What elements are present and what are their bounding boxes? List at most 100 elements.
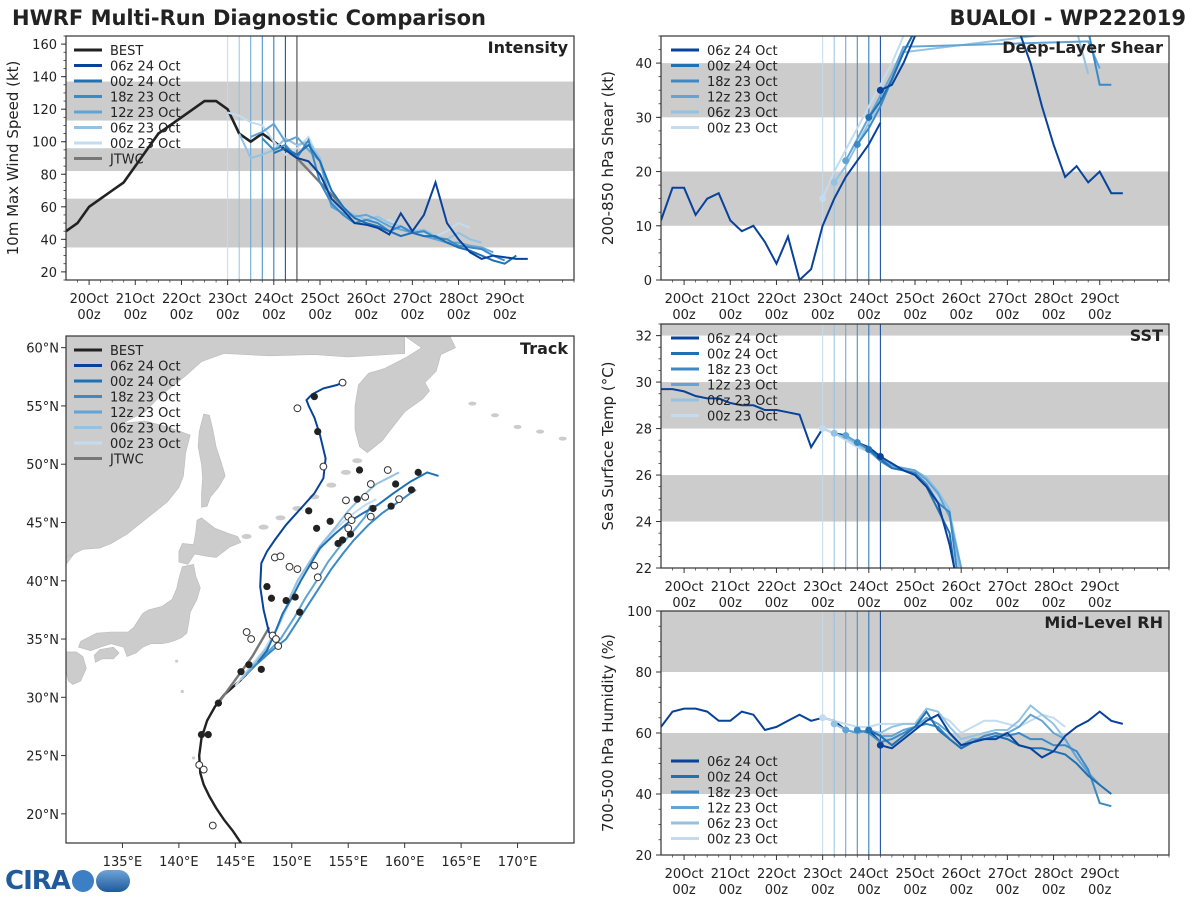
kuril-island — [352, 458, 363, 464]
kuril-island — [258, 524, 269, 530]
intensity-ytick-label: 160 — [32, 38, 57, 53]
rh-series-line — [857, 722, 1112, 808]
sst-init-dot — [865, 445, 873, 453]
track-marker-00z — [267, 594, 276, 602]
track-xtick-label: 165°E — [441, 855, 481, 870]
intensity-xtick-label-hour: 00z — [124, 308, 148, 323]
sst-ytick-label: 24 — [635, 516, 652, 531]
track-marker-12z — [293, 404, 302, 413]
rh-series-line — [833, 704, 1078, 758]
rh-xtick-label-hour: 00z — [996, 883, 1020, 898]
intensity-ytick-label: 140 — [32, 71, 57, 86]
intensity-xtick-label-date: 27Oct — [393, 292, 432, 307]
cira-logo-text: CIRA — [5, 866, 71, 896]
shear-lines — [661, 36, 1123, 280]
rh-lines — [661, 704, 1124, 808]
rh-xtick-label-date: 25Oct — [895, 867, 934, 882]
hokkaido — [178, 517, 242, 565]
rh-init-dot — [876, 741, 884, 749]
korea — [66, 553, 75, 640]
track-marker-00z — [326, 517, 334, 525]
rh-xtick-label-date: 29Oct — [1080, 867, 1119, 882]
track-lines — [195, 378, 439, 843]
intensity-xtick-label-hour: 00z — [354, 308, 378, 323]
track-xtick-label: 155°E — [328, 855, 368, 870]
rh-xtick-label-date: 27Oct — [988, 867, 1027, 882]
track-marker-12z — [319, 462, 328, 471]
shear-init-dot — [830, 178, 838, 186]
kamchatka — [354, 336, 456, 453]
intensity-ytick-label: 60 — [40, 201, 57, 216]
sst-xtick-label-date: 25Oct — [895, 580, 934, 595]
sst-legend-label: 12z 23 Oct — [707, 379, 778, 394]
rh-legend-label: 00z 24 Oct — [707, 771, 778, 786]
track-marker-12z — [361, 492, 370, 501]
land-layer — [66, 336, 567, 760]
sst-xtick-label-date: 28Oct — [1034, 580, 1073, 595]
sst-xtick-label-hour: 00z — [996, 596, 1020, 611]
sst-ytick-label: 30 — [635, 376, 652, 391]
track-xtick-label: 170°E — [498, 855, 538, 870]
intensity-shade-band — [66, 198, 574, 248]
shear-xtick-label-date: 29Oct — [1080, 292, 1119, 307]
rh-xtick-label-hour: 00z — [811, 883, 835, 898]
shear-ytick-label: 10 — [635, 220, 652, 235]
aleutian-island — [513, 424, 522, 429]
rh-legend-label: 00z 23 Oct — [707, 833, 778, 848]
shear-series-line — [844, 40, 1101, 162]
track-marker-12z — [293, 565, 302, 574]
cira-logo: CIRA — [5, 866, 130, 896]
rh-xtick-label-date: 23Oct — [803, 867, 842, 882]
track-ytick-label: 50°N — [26, 458, 59, 473]
shear-xtick-label-hour: 00z — [903, 308, 927, 323]
rh-xtick-label-hour: 00z — [1088, 883, 1112, 898]
intensity-legend-label: 00z 23 Oct — [110, 137, 181, 152]
rh-xtick-label-date: 21Oct — [711, 867, 750, 882]
track-marker-12z — [310, 561, 319, 570]
track-xtick-label: 150°E — [272, 855, 312, 870]
intensity-shade-band — [66, 81, 574, 121]
rh-init-dot — [819, 714, 827, 722]
sst-init-dot — [876, 452, 884, 460]
shear-series-line — [879, 36, 1123, 195]
shikoku — [93, 646, 120, 663]
shear-ytick-label: 20 — [635, 166, 652, 181]
shear-xtick-label-hour: 00z — [765, 308, 789, 323]
aleutian-island — [468, 401, 477, 406]
track-marker-00z — [407, 486, 416, 494]
track-legend-label: JTWC — [109, 453, 144, 468]
shear-legend-label: 00z 23 Oct — [707, 122, 778, 137]
track-marker-12z — [274, 642, 283, 650]
track-marker-12z — [366, 512, 375, 521]
sst-legend-label: 00z 24 Oct — [707, 348, 778, 363]
sst-legend-label: 06z 24 Oct — [707, 332, 778, 347]
track-marker-12z — [276, 552, 285, 561]
sst-panel: 22242628303220Oct00z21Oct00z22Oct00z23Oc… — [599, 323, 1170, 611]
rh-xtick-label-hour: 00z — [765, 883, 789, 898]
track-panel-title: Track — [520, 339, 568, 358]
sst-init-dot — [853, 439, 861, 447]
intensity-xtick-label-date: 24Oct — [254, 292, 293, 307]
sst-xtick-label-hour: 00z — [903, 596, 927, 611]
kuril-island — [326, 482, 337, 488]
intensity-series-line — [284, 149, 528, 260]
rh-ytick-label: 80 — [635, 666, 652, 681]
sst-init-dot — [819, 425, 827, 433]
intensity-xtick-label-hour: 00z — [401, 308, 425, 323]
intensity-xtick-label-hour: 00z — [170, 308, 194, 323]
rh-series-line — [868, 709, 1112, 795]
intensity-xtick-label-date: 20Oct — [70, 292, 109, 307]
kuril-island — [275, 515, 286, 521]
sakhalin — [197, 413, 226, 508]
jtwc-track-line — [217, 626, 271, 704]
shear-ylabel: 200-850 hPa Shear (kt) — [599, 71, 617, 245]
intensity-ytick-label: 120 — [32, 103, 57, 118]
rh-xtick-label-date: 22Oct — [757, 867, 796, 882]
rh-xtick-label-hour: 00z — [672, 883, 696, 898]
shear-xtick-label-date: 25Oct — [895, 292, 934, 307]
sst-init-dot — [830, 429, 838, 437]
rh-series-line — [880, 710, 1124, 759]
shear-xtick-label-hour: 00z — [949, 308, 973, 323]
shear-xtick-label-hour: 00z — [1088, 308, 1112, 323]
